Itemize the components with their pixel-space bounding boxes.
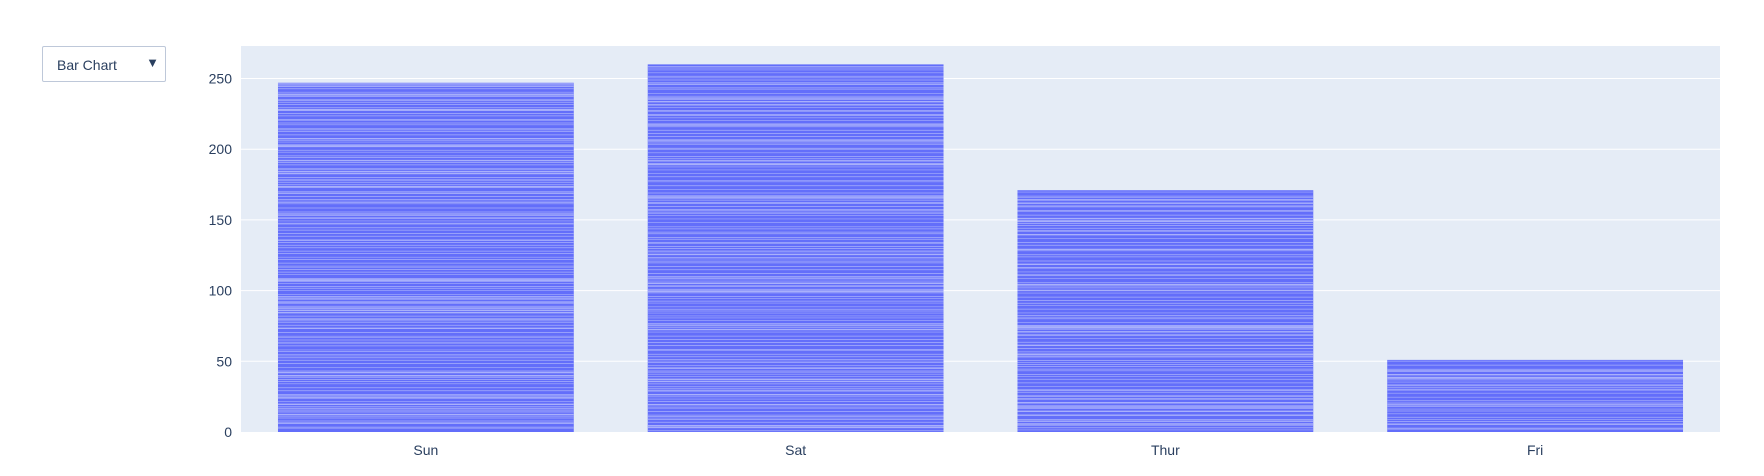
bar-fri (1387, 359, 1684, 432)
y-tick-label: 250 (209, 71, 233, 87)
bar-thur (1017, 190, 1314, 432)
x-tick-label: Sat (785, 442, 806, 458)
x-tick-label: Fri (1527, 442, 1543, 458)
y-tick-label: 50 (216, 353, 232, 369)
y-tick-label: 200 (209, 141, 233, 157)
triangle-down-icon: ▼ (146, 55, 159, 70)
x-tick-label: Sun (413, 442, 438, 458)
bar-sun (277, 82, 574, 432)
bar-sat (647, 64, 944, 432)
y-tick-label: 0 (224, 424, 232, 440)
bar (1017, 190, 1314, 432)
chart-type-dropdown[interactable]: Bar Chart ▼ (42, 46, 166, 82)
dropdown-selected-label: Bar Chart (57, 57, 117, 73)
y-tick-label: 100 (209, 283, 233, 299)
x-tick-label: Thur (1151, 442, 1180, 458)
bars (277, 64, 1684, 432)
x-axis: Sun Sat Thur Fri (413, 442, 1543, 458)
y-tick-label: 150 (209, 212, 233, 228)
y-axis: 0 50 100 150 200 250 (209, 71, 233, 440)
